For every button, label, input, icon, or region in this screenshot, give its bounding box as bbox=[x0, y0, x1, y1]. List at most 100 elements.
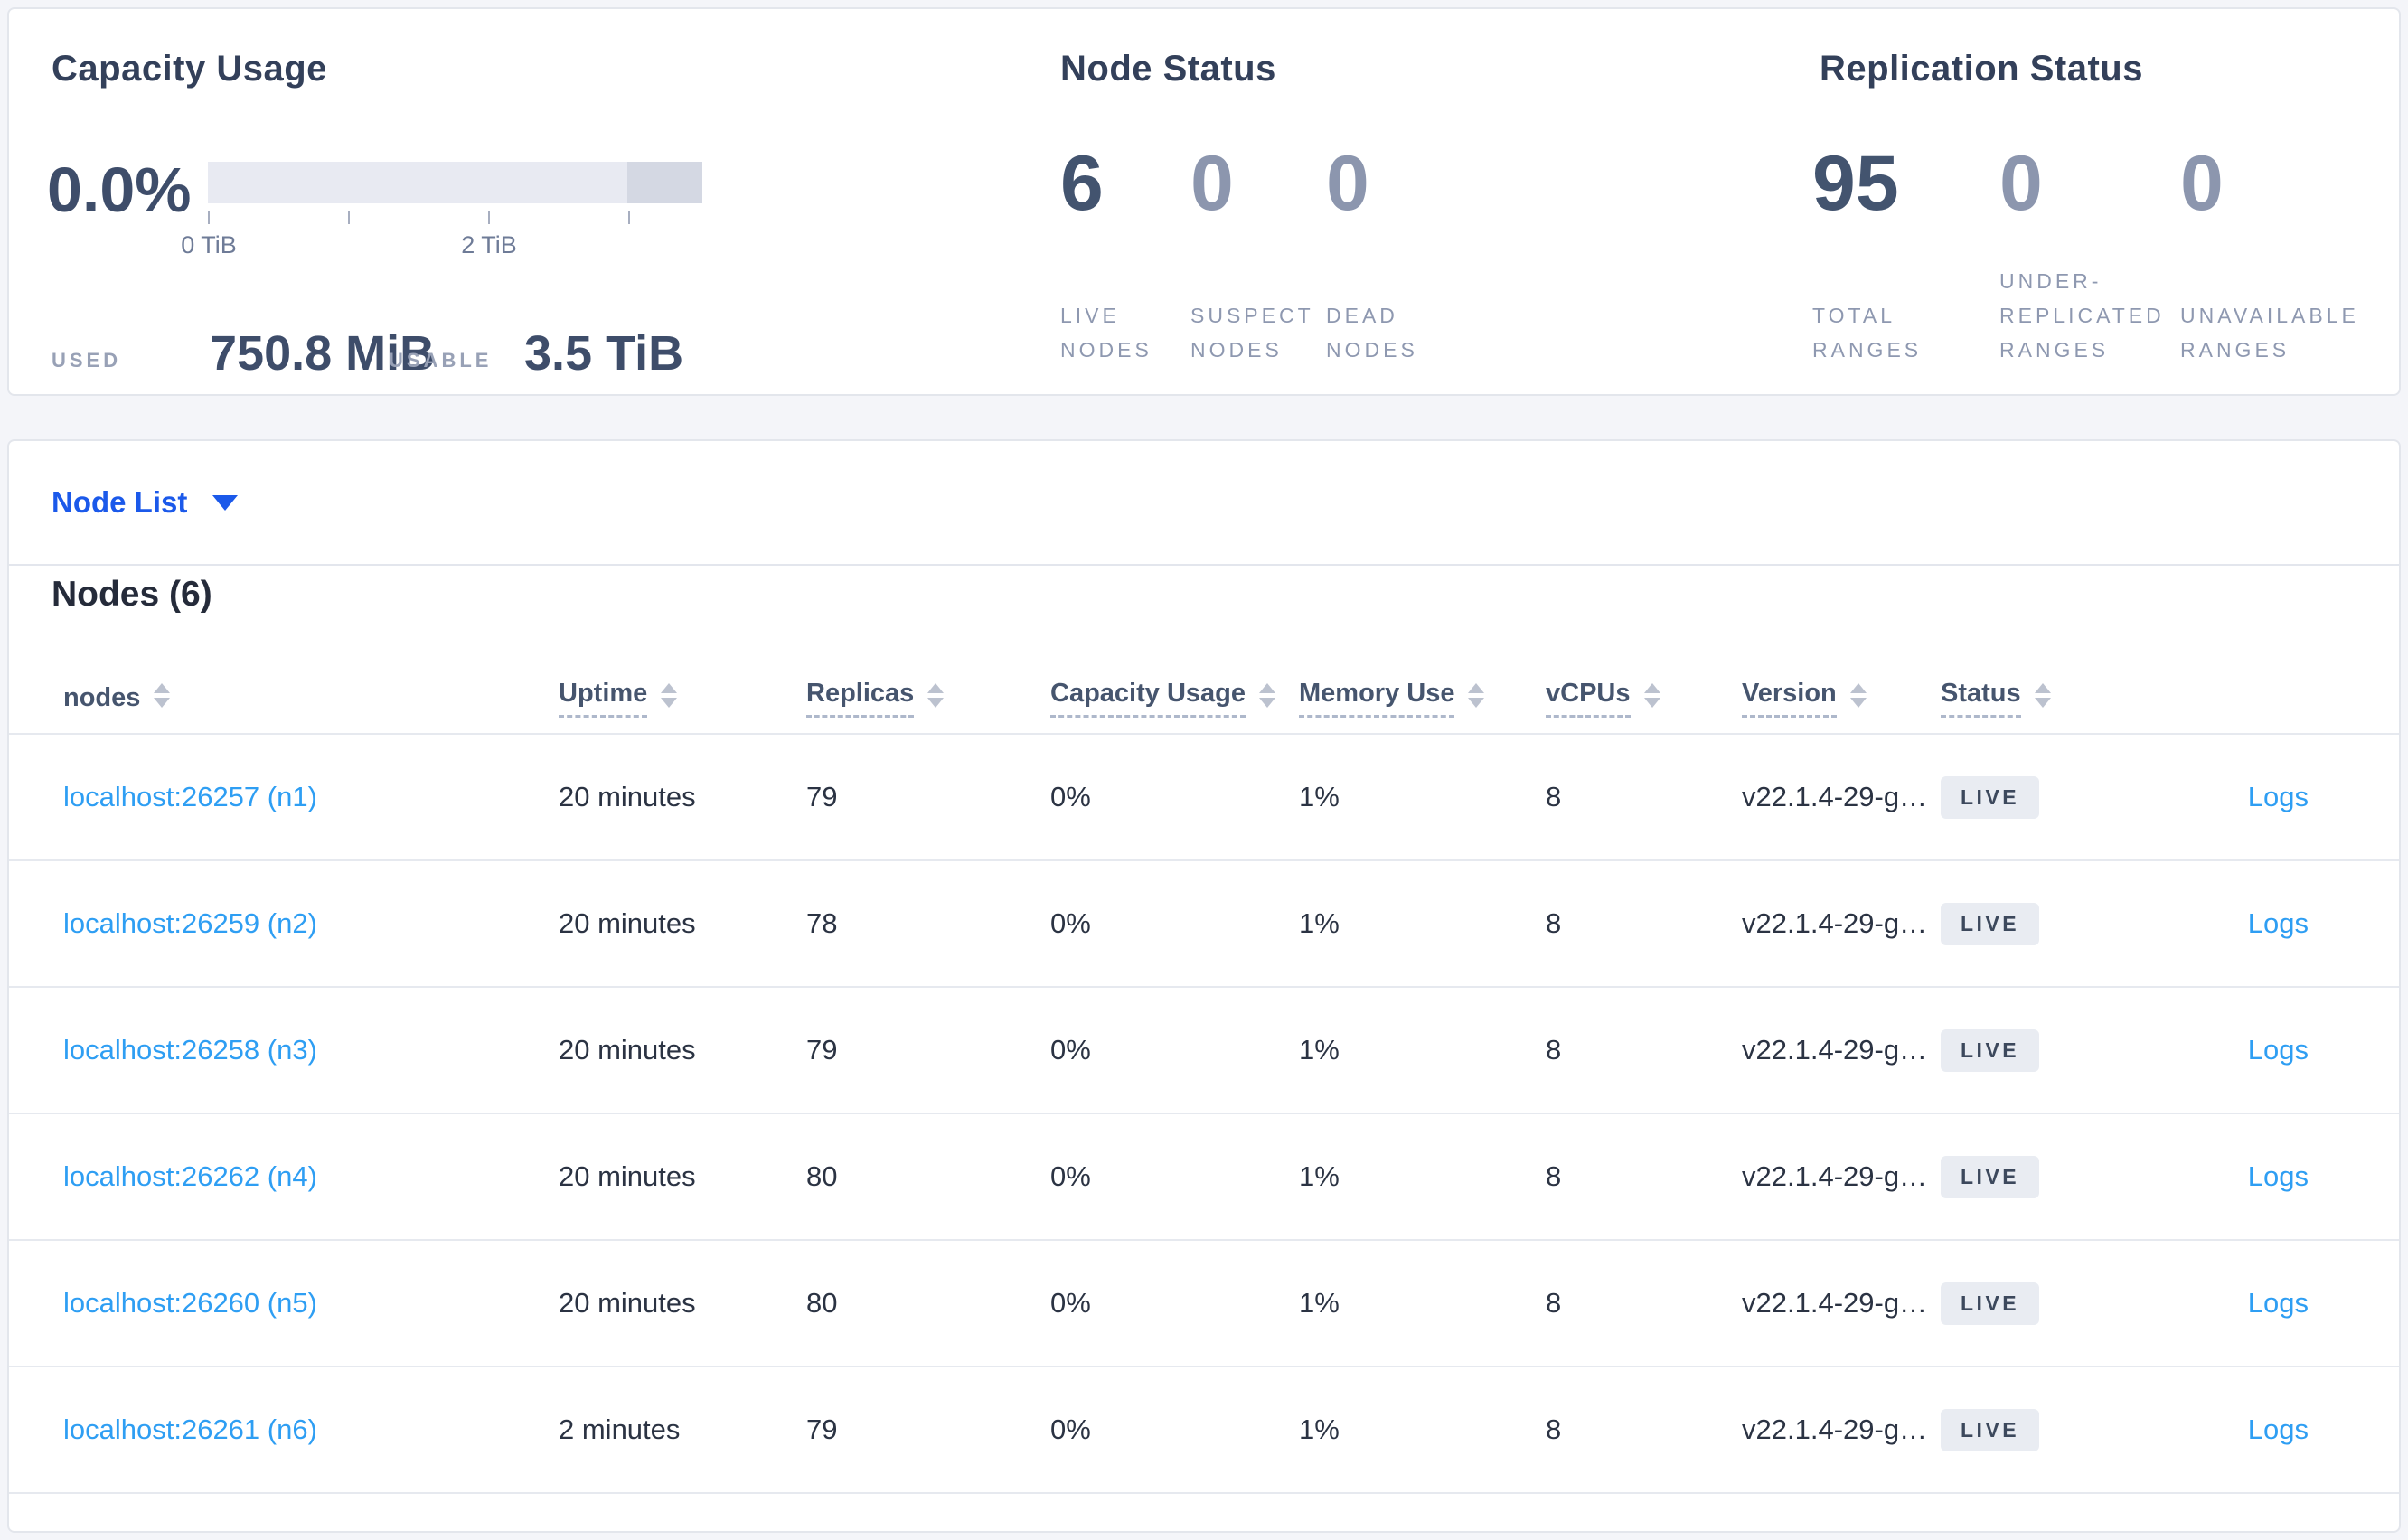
chevron-down-icon[interactable] bbox=[212, 494, 239, 511]
vcpus-cell: 8 bbox=[1546, 1034, 1562, 1066]
memory-cell: 1% bbox=[1299, 907, 1340, 939]
dead-nodes-label: DEAD NODES bbox=[1326, 304, 1418, 362]
live-nodes-value: 6 bbox=[1060, 140, 1104, 227]
table-row: localhost:26257 (n1) 20 minutes 79 0% 1%… bbox=[9, 735, 2399, 861]
column-header-vcpus[interactable]: vCPUs bbox=[1546, 679, 1742, 718]
memory-cell: 1% bbox=[1299, 1160, 1340, 1192]
vcpus-cell: 8 bbox=[1546, 1160, 1562, 1192]
logs-link[interactable]: Logs bbox=[2247, 1160, 2309, 1192]
replicas-cell: 78 bbox=[806, 907, 838, 939]
status-badge: LIVE bbox=[1941, 1408, 2040, 1451]
used-label: USED bbox=[52, 349, 122, 371]
unavailable-ranges-value: 0 bbox=[2180, 140, 2224, 227]
version-cell: v22.1.4-29-g… bbox=[1742, 1287, 1928, 1319]
nodes-table: nodes Uptime Replicas Capacity Usage Mem… bbox=[9, 662, 2399, 1494]
version-cell: v22.1.4-29-g… bbox=[1742, 781, 1928, 812]
memory-cell: 1% bbox=[1299, 1287, 1340, 1319]
status-badge: LIVE bbox=[1941, 1282, 2040, 1325]
capacity-cell: 0% bbox=[1050, 781, 1091, 812]
uptime-cell: 20 minutes bbox=[559, 1160, 696, 1192]
dead-nodes-value: 0 bbox=[1326, 140, 1369, 227]
version-cell: v22.1.4-29-g… bbox=[1742, 907, 1928, 939]
unavailable-ranges-label: UNAVAILABLE RANGES bbox=[2180, 304, 2359, 362]
version-cell: v22.1.4-29-g… bbox=[1742, 1160, 1928, 1192]
column-header-version[interactable]: Version bbox=[1742, 679, 1941, 718]
under-replicated-ranges-stat: 0 UNDER-REPLICATED RANGES bbox=[1999, 145, 2171, 367]
uptime-cell: 2 minutes bbox=[559, 1413, 681, 1445]
column-header-nodes[interactable]: nodes bbox=[63, 682, 559, 713]
table-row: localhost:26261 (n6) 2 minutes 79 0% 1% … bbox=[9, 1367, 2399, 1494]
table-row: localhost:26259 (n2) 20 minutes 78 0% 1%… bbox=[9, 861, 2399, 988]
replicas-cell: 80 bbox=[806, 1287, 838, 1319]
sort-icon bbox=[1849, 682, 1867, 708]
capacity-bar-dark-segment bbox=[627, 162, 702, 203]
column-header-replicas[interactable]: Replicas bbox=[806, 679, 1050, 718]
version-cell: v22.1.4-29-g… bbox=[1742, 1413, 1928, 1445]
node-link[interactable]: localhost:26260 (n5) bbox=[63, 1287, 317, 1319]
used-value: 750.8 MiB bbox=[210, 326, 436, 380]
uptime-cell: 20 minutes bbox=[559, 907, 696, 939]
suspect-nodes-value: 0 bbox=[1190, 140, 1234, 227]
version-cell: v22.1.4-29-g… bbox=[1742, 1034, 1928, 1066]
replicas-cell: 79 bbox=[806, 1034, 838, 1066]
axis-tick bbox=[348, 211, 350, 224]
status-badge: LIVE bbox=[1941, 1028, 2040, 1072]
capacity-cell: 0% bbox=[1050, 907, 1091, 939]
dead-nodes-stat: 0 DEAD NODES bbox=[1326, 145, 1439, 367]
table-row: localhost:26262 (n4) 20 minutes 80 0% 1%… bbox=[9, 1114, 2399, 1241]
capacity-cell: 0% bbox=[1050, 1160, 1091, 1192]
unavailable-ranges-stat: 0 UNAVAILABLE RANGES bbox=[2180, 145, 2361, 367]
axis-tick bbox=[208, 211, 210, 224]
memory-cell: 1% bbox=[1299, 781, 1340, 812]
axis-tick bbox=[488, 211, 490, 224]
sort-icon bbox=[2034, 682, 2051, 708]
column-header-capacity-usage[interactable]: Capacity Usage bbox=[1050, 679, 1299, 718]
total-ranges-stat: 95 TOTAL RANGES bbox=[1812, 145, 1975, 367]
uptime-cell: 20 minutes bbox=[559, 1287, 696, 1319]
axis-tick-label-2tib: 2 TiB bbox=[461, 231, 517, 258]
logs-link[interactable]: Logs bbox=[2247, 907, 2309, 939]
cluster-summary-card: Capacity Usage 0.0% 0 TiB 2 TiB USED 750… bbox=[7, 7, 2401, 396]
node-link[interactable]: localhost:26257 (n1) bbox=[63, 781, 317, 812]
replicas-cell: 79 bbox=[806, 781, 838, 812]
column-header-memory-use[interactable]: Memory Use bbox=[1299, 679, 1546, 718]
sort-icon bbox=[1468, 682, 1485, 708]
node-list-dropdown[interactable]: Node List bbox=[52, 485, 188, 519]
status-badge: LIVE bbox=[1941, 775, 2040, 819]
suspect-nodes-stat: 0 SUSPECT NODES bbox=[1190, 140, 1310, 367]
total-ranges-value: 95 bbox=[1812, 140, 1899, 227]
logs-link[interactable]: Logs bbox=[2247, 1287, 2309, 1319]
nodes-table-header: nodes Uptime Replicas Capacity Usage Mem… bbox=[9, 662, 2399, 735]
capacity-percent-value: 0.0% bbox=[47, 155, 192, 225]
usable-value: 3.5 TiB bbox=[524, 326, 684, 380]
view-selector-row: Node List bbox=[9, 441, 2399, 566]
node-link[interactable]: localhost:26261 (n6) bbox=[63, 1413, 317, 1445]
logs-link[interactable]: Logs bbox=[2247, 781, 2309, 812]
node-link[interactable]: localhost:26258 (n3) bbox=[63, 1034, 317, 1066]
usable-label: USABLE bbox=[389, 349, 493, 371]
node-link[interactable]: localhost:26259 (n2) bbox=[63, 907, 317, 939]
node-link[interactable]: localhost:26262 (n4) bbox=[63, 1160, 317, 1192]
replicas-cell: 80 bbox=[806, 1160, 838, 1192]
under-replicated-ranges-label: UNDER-REPLICATED RANGES bbox=[1999, 269, 2165, 362]
replication-status-title: Replication Status bbox=[1820, 49, 2143, 89]
capacity-cell: 0% bbox=[1050, 1413, 1091, 1445]
column-header-uptime[interactable]: Uptime bbox=[559, 679, 806, 718]
sort-icon bbox=[1643, 682, 1660, 708]
vcpus-cell: 8 bbox=[1546, 1413, 1562, 1445]
memory-cell: 1% bbox=[1299, 1413, 1340, 1445]
total-ranges-label: TOTAL RANGES bbox=[1812, 304, 1923, 362]
under-replicated-ranges-value: 0 bbox=[1999, 140, 2043, 227]
replicas-cell: 79 bbox=[806, 1413, 838, 1445]
capacity-usage-title: Capacity Usage bbox=[52, 49, 327, 89]
sort-icon bbox=[1259, 682, 1275, 708]
logs-link[interactable]: Logs bbox=[2247, 1034, 2309, 1066]
live-nodes-stat: 6 LIVE NODES bbox=[1060, 145, 1173, 367]
nodes-section-title: Nodes (6) bbox=[52, 575, 212, 614]
vcpus-cell: 8 bbox=[1546, 907, 1562, 939]
column-header-status[interactable]: Status bbox=[1941, 679, 2176, 718]
logs-link[interactable]: Logs bbox=[2247, 1413, 2309, 1445]
suspect-nodes-label: SUSPECT NODES bbox=[1190, 304, 1314, 362]
table-row: localhost:26260 (n5) 20 minutes 80 0% 1%… bbox=[9, 1241, 2399, 1367]
sort-icon bbox=[154, 682, 171, 708]
